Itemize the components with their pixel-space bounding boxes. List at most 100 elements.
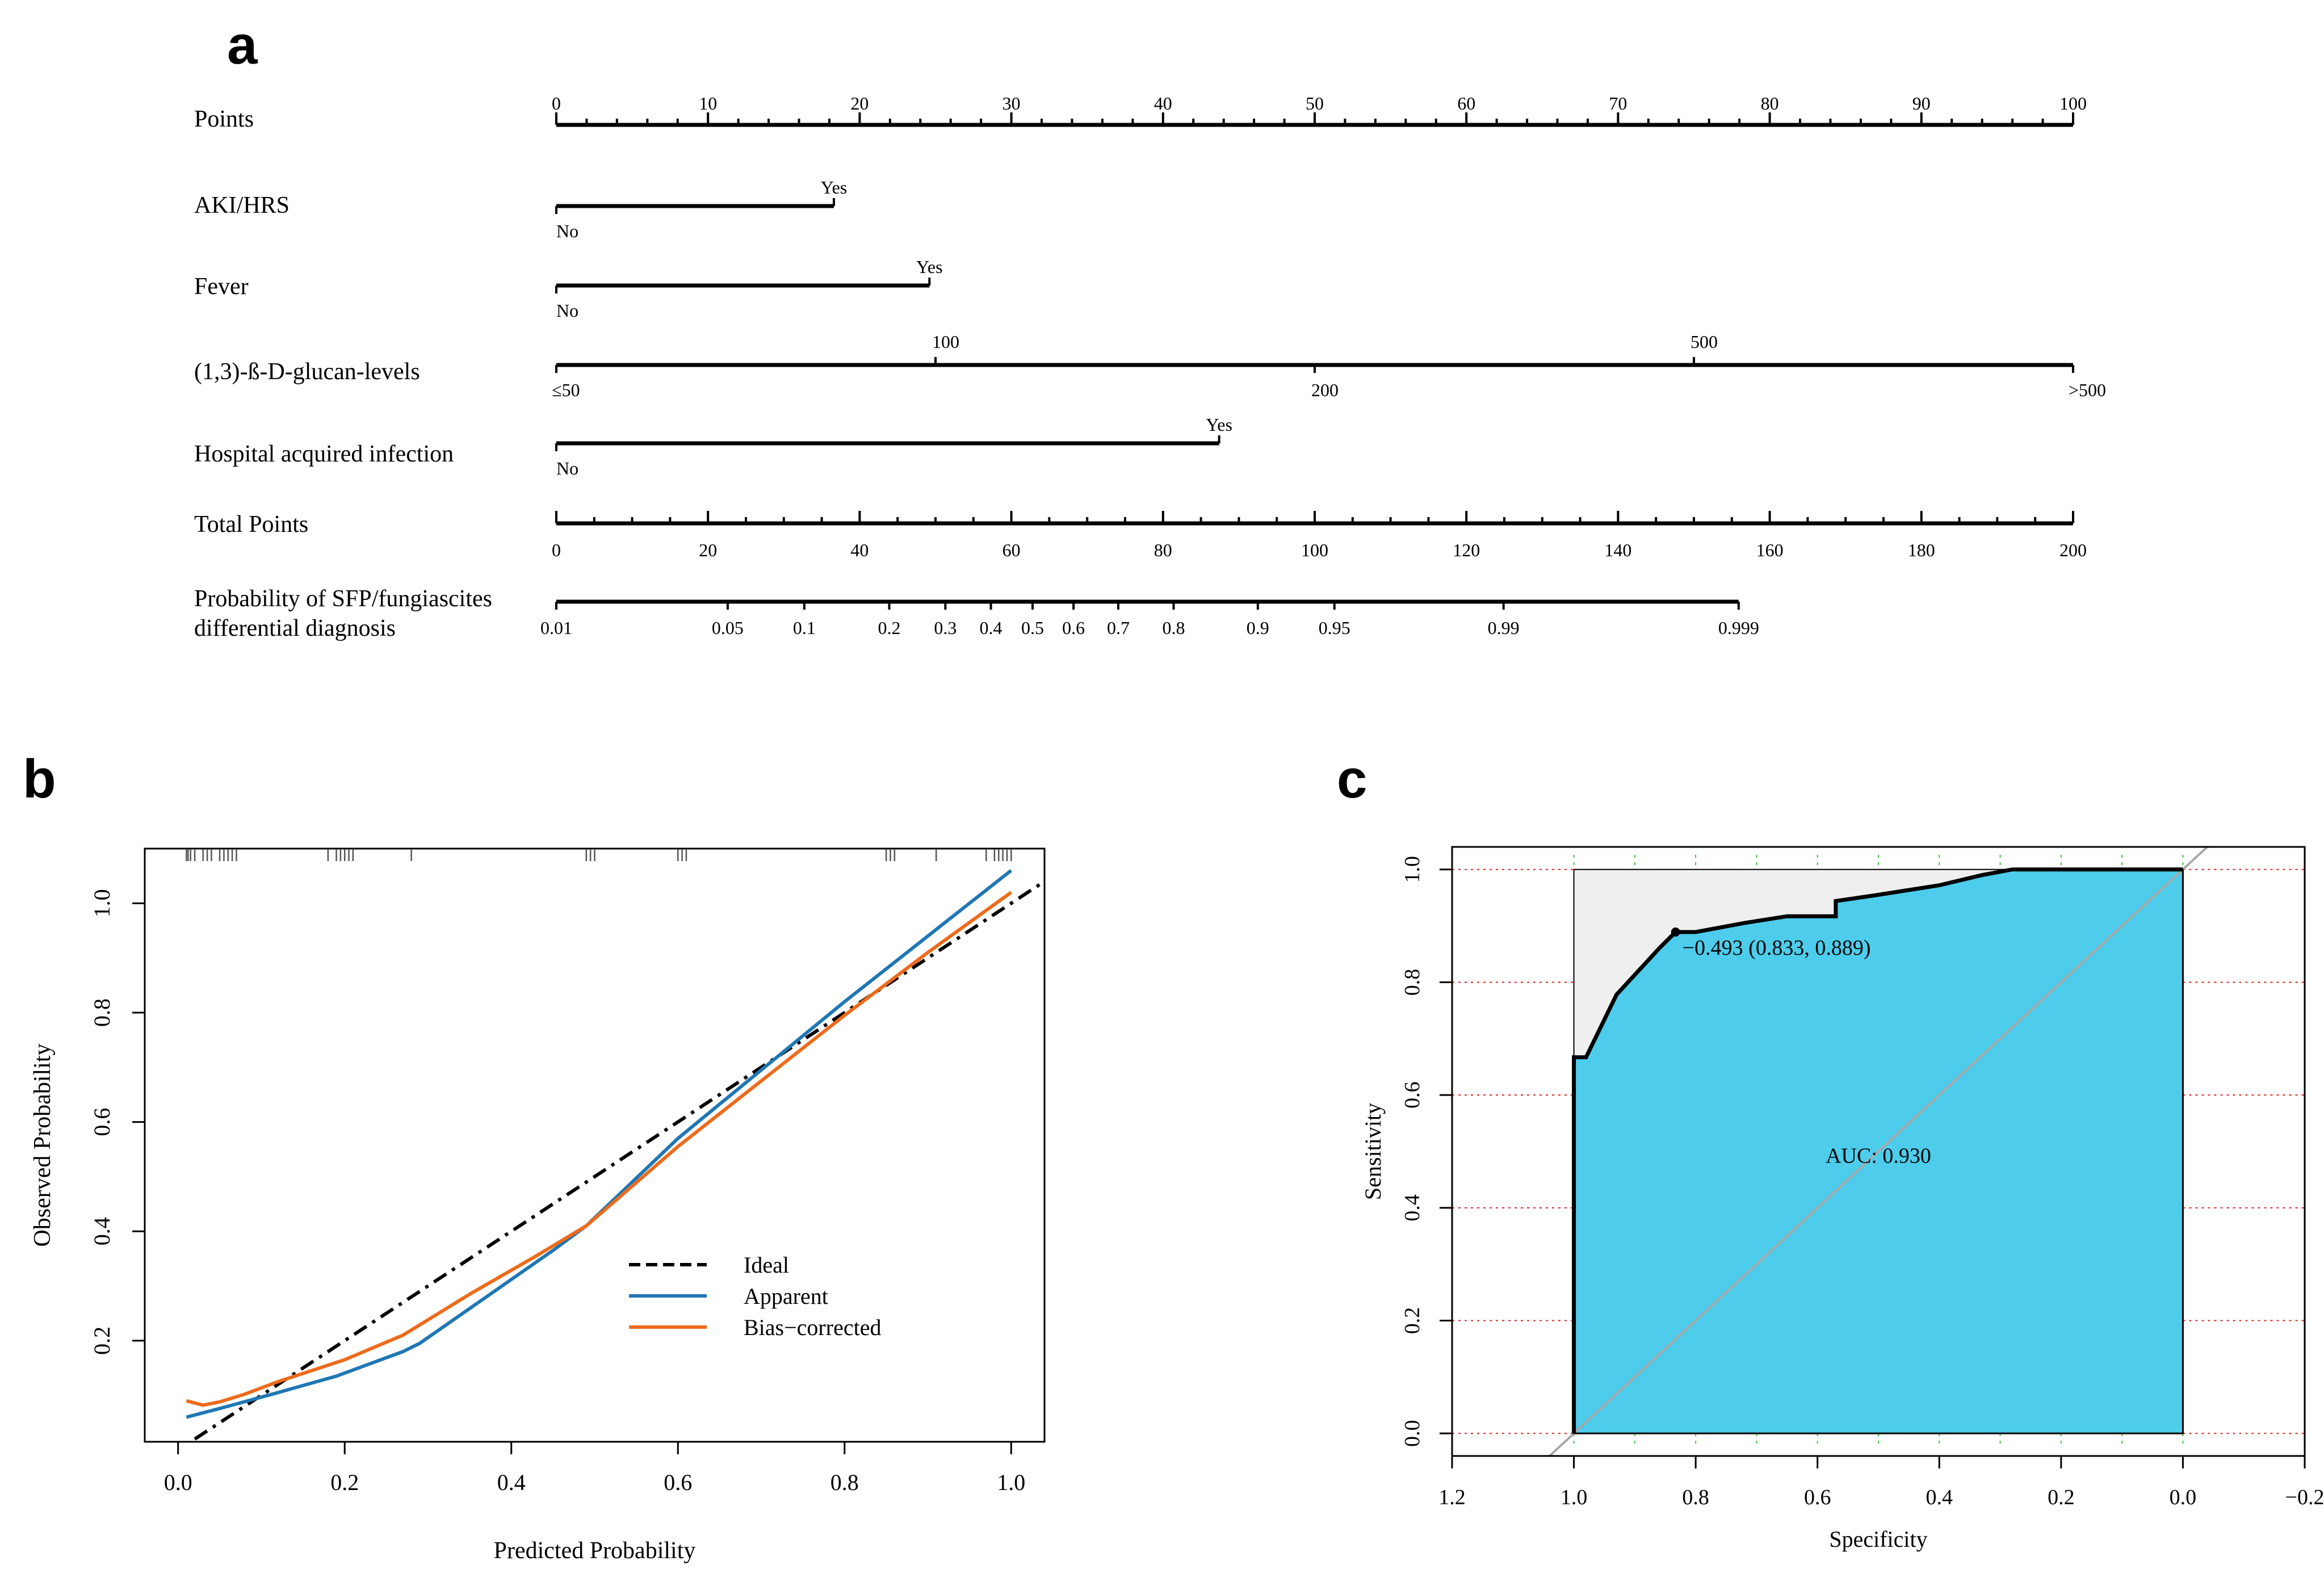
- y-tick-label: 0.8: [89, 998, 115, 1027]
- x-tick-label: 0.2: [330, 1470, 359, 1495]
- x-tick-label: 0.6: [1804, 1485, 1831, 1509]
- y-tick-label: 0.6: [1400, 1081, 1424, 1109]
- probability-tick-label: 0.99: [1488, 618, 1520, 638]
- y-tick-label: 0.6: [89, 1108, 115, 1136]
- panel-label-a: a: [227, 15, 258, 75]
- hospital-acquired-infection-label: Hospital acquired infection: [194, 441, 454, 467]
- points-tick-label: 20: [850, 93, 869, 114]
- legend-label-ideal: Ideal: [744, 1252, 789, 1278]
- probability-tick-label: 0.3: [934, 618, 957, 638]
- panel-c: c −0.493 (0.833, 0.889) AUC: 0.930 1.2 1.0 0…: [1337, 749, 2324, 1552]
- nomogram: Points 0 10 20 30 40 50 60 70 80 90 100 AKI/HRS No Yes…: [194, 93, 2106, 641]
- probability-label: differential diagnosis: [194, 615, 396, 641]
- x-tick-label: 1.2: [1438, 1485, 1466, 1509]
- panel-label-c: c: [1337, 749, 1367, 809]
- threshold-point: [1671, 928, 1680, 937]
- probability-tick-label: 0.999: [1718, 618, 1759, 638]
- aki-hrs-level-label: Yes: [821, 177, 848, 198]
- fever-level-label: Yes: [916, 257, 943, 277]
- probability-label: Probability of SFP/fungiascites: [194, 586, 492, 612]
- x-tick-label: 0.8: [830, 1470, 859, 1495]
- y-tick-label: 0.2: [1400, 1307, 1424, 1334]
- total-points-tick-label: 200: [2059, 540, 2087, 560]
- y-tick-label: 1.0: [1400, 856, 1424, 883]
- points-tick-label: 100: [2059, 93, 2087, 114]
- glucan-level-label: 100: [932, 331, 959, 352]
- aki-hrs-level-label: No: [556, 221, 578, 241]
- x-tick-label: −0.2: [2285, 1485, 2324, 1509]
- x-axis-label: Predicted Probability: [494, 1538, 696, 1564]
- total-points-tick-label: 120: [1453, 540, 1480, 560]
- y-tick-label: 1.0: [89, 889, 115, 917]
- points-tick-label: 90: [1912, 93, 1931, 114]
- auc-label: AUC: 0.930: [1826, 1144, 1931, 1168]
- x-tick-label: 1.0: [1560, 1485, 1588, 1509]
- calibration-plot: 0.0 0.2 0.4 0.6 0.8 1.0 0.2 0.4 0.6 0.8 1.0 Predict…: [30, 847, 1046, 1564]
- hospital-acquired-infection-level-label: No: [556, 458, 578, 479]
- points-tick-label: 80: [1761, 93, 1779, 114]
- y-tick-label: 0.0: [1400, 1420, 1424, 1447]
- y-axis-label: Observed Probability: [30, 1043, 56, 1247]
- roc-curve: [1572, 867, 2183, 1434]
- total-points-tick-label: 60: [1002, 540, 1021, 560]
- x-tick-label: 0.0: [2170, 1485, 2197, 1509]
- probability-tick-label: 0.7: [1107, 618, 1130, 638]
- total-points-tick-label: 0: [552, 540, 561, 560]
- diagonal-group: [1549, 847, 2208, 1456]
- probability-tick-label: 0.9: [1247, 618, 1269, 638]
- probability-tick-label: 0.8: [1163, 618, 1185, 638]
- legend-label-bias-corrected: Bias−corrected: [744, 1315, 881, 1340]
- series-group: [186, 869, 1044, 1441]
- series-line-bias-corrected: [186, 891, 1013, 1407]
- plot-frame: [144, 847, 1046, 1443]
- glucan-level-label: ≤50: [552, 380, 580, 400]
- probability-tick-label: 0.95: [1319, 618, 1350, 638]
- points-tick-label: 0: [552, 93, 561, 114]
- x-tick-label: 0.4: [497, 1470, 526, 1495]
- probability-tick-label: 0.1: [793, 618, 816, 638]
- points-tick-label: 70: [1609, 93, 1627, 114]
- probability-tick-label: 0.01: [540, 618, 572, 638]
- x-tick-label: 0.0: [164, 1470, 192, 1495]
- points-tick-label: 10: [699, 93, 717, 114]
- glucan-level-label: 500: [1690, 331, 1718, 352]
- x-tick-label: 0.4: [1926, 1485, 1953, 1509]
- fever-level-label: No: [556, 300, 578, 321]
- panel-a: a Points 0 10 20 30 40 50 60 70 80 90 100 AKI/HRS No Y…: [194, 15, 2106, 641]
- x-tick-label: 0.2: [2048, 1485, 2075, 1509]
- y-tick-label: 0.2: [89, 1327, 115, 1355]
- series-line-ideal: [194, 880, 1044, 1441]
- glucan-label: (1,3)-ß-D-glucan-levels: [194, 359, 420, 385]
- total-points-tick-label: 40: [850, 540, 869, 560]
- total-points-tick-label: 180: [1908, 540, 1935, 560]
- x-tick-label: 0.6: [664, 1470, 692, 1495]
- total-points-tick-label: 100: [1301, 540, 1328, 560]
- panel-b: b 0.0 0.2 0.4 0.6 0.8 1.0 0.2 0.4 0.6 0.8 1.0 Predi…: [23, 749, 1046, 1564]
- total-points-tick-label: 20: [699, 540, 717, 560]
- aki-hrs-label: AKI/HRS: [194, 192, 290, 219]
- points-tick-label: 30: [1002, 93, 1021, 114]
- total-points-tick-label: 80: [1154, 540, 1172, 560]
- panel-label-b: b: [23, 749, 56, 809]
- roc-plot: −0.493 (0.833, 0.889) AUC: 0.930 1.2 1.0 0.8…: [1360, 846, 2324, 1552]
- plot-frame: [1451, 846, 2306, 1457]
- total-points-tick-label: 160: [1756, 540, 1784, 560]
- points-tick-label: 40: [1154, 93, 1172, 114]
- roc-region-box: [1573, 868, 2184, 1434]
- probability-tick-label: 0.05: [712, 618, 744, 638]
- legend-label-apparent: Apparent: [744, 1283, 828, 1309]
- total-points-label: Total Points: [194, 511, 308, 538]
- y-tick-label: 0.8: [1400, 969, 1424, 996]
- series-line-apparent: [186, 869, 1013, 1419]
- y-tick-label: 0.4: [89, 1217, 115, 1245]
- points-tick-label: 60: [1457, 93, 1475, 114]
- total-points-tick-label: 140: [1604, 540, 1631, 560]
- x-tick-label: 0.8: [1682, 1485, 1709, 1509]
- hospital-acquired-infection-level-label: Yes: [1206, 414, 1232, 435]
- probability-tick-label: 0.2: [878, 618, 901, 638]
- glucan-level-label: >500: [2069, 380, 2106, 400]
- points-axis-label: Points: [194, 106, 254, 132]
- probability-tick-label: 0.5: [1021, 618, 1044, 638]
- points-tick-label: 50: [1306, 93, 1324, 114]
